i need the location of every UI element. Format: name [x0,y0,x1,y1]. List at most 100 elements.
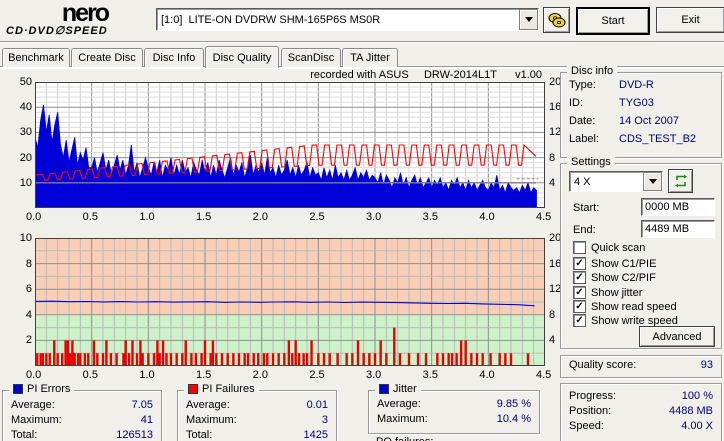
stat-label: Maximum: [377,413,428,425]
end-position-input[interactable] [641,220,715,238]
axis-tick-label: 1.0 [139,211,155,223]
exit-button[interactable]: Exit [656,7,724,33]
stat-label: Maximum: [11,414,62,426]
disc-info-value: CDS_TEST_B2 [619,133,697,145]
axis-tick-label: 0.5 [82,369,98,381]
pi-errors-panel-legend: PI Errors [9,383,75,395]
checkbox-show-c1-pie[interactable]: ✓ Show C1/PIE [573,257,656,270]
axis-tick-label: 50 [19,76,32,88]
axis-tick-label: 10 [19,176,32,189]
checkbox-show-jitter[interactable]: ✓ Show jitter [573,286,642,299]
checkbox-label: Show C1/PIE [591,257,657,270]
stat-row: Average: 0.01 [186,399,328,411]
axis-tick-label: 2.0 [252,211,268,223]
axis-tick-label: 2 [25,334,32,347]
axis-tick-label: 40 [19,101,32,114]
checkbox-label: Quick scan [591,241,646,254]
disc-tool-button[interactable] [543,7,570,33]
tab-disc-quality[interactable]: Disc Quality [205,46,279,68]
stat-value: 7.05 [131,399,153,411]
axis-tick-label: 1.5 [196,369,212,381]
stat-value: 126513 [116,429,153,441]
tab-scandisc[interactable]: ScanDisc [281,48,341,67]
position-value: 4488 MB [668,405,713,417]
axis-tick-label: 2.5 [309,369,325,381]
disc-info-value: DVD-R [619,79,654,91]
axis-tick-label: 30 [19,126,32,139]
checkbox-icon [573,241,586,254]
start-button-label: Start [601,15,625,27]
checkbox-checked-icon: ✓ [573,300,586,313]
axis-tick-label: 1.0 [139,369,155,381]
progress-label: Progress: [569,390,617,402]
start-button[interactable]: Start [576,7,650,35]
end-position-label: End: [573,224,596,236]
axis-tick-label: 12 [549,283,562,296]
progress-row: Position: 4488 MB [569,405,713,417]
tab-label: ScanDisc [287,52,335,64]
axis-tick-label: 3.0 [366,369,382,381]
speed-label: Speed: [569,420,604,432]
checkbox-show-read-speed[interactable]: ✓ Show read speed [573,300,677,313]
stat-row: Maximum: 41 [11,414,153,426]
tab-label: Benchmark [8,52,64,64]
stat-label: Maximum: [186,414,237,426]
pi-errors-legend-swatch-icon [13,384,23,394]
chevron-down-icon [524,17,533,22]
stat-label: Total: [11,429,38,441]
chevron-down-icon [648,179,657,184]
scan-speed-dropdown-button[interactable] [643,172,662,191]
drive-select[interactable]: [1:0] LITE-ON DVDRW SHM-165P6S MS0R [156,8,539,31]
checkbox-show-write-speed[interactable]: ✓ Show write speed [573,314,678,327]
nero-logo-text: nero [61,0,110,27]
disc-info-value: TYG03 [619,97,654,109]
axis-tick-label: 20 [19,151,32,164]
stat-row: Maximum: 10.4 % [377,413,531,425]
stat-value: 3 [321,414,328,426]
advanced-button[interactable]: Advanced [639,326,715,347]
jitter-legend-swatch-icon [379,384,389,394]
axis-tick-label: 3.5 [422,211,438,223]
checkbox-checked-icon: ✓ [573,286,586,299]
axis-tick-label: 4.5 [536,369,552,381]
quality-score-label: Quality score: [569,359,637,371]
tab-disc-info[interactable]: Disc Info [144,48,204,67]
jitter-panel-title: Jitter [393,383,417,395]
refresh-button[interactable] [668,169,693,193]
tab-create-disc[interactable]: Create Disc [71,48,143,67]
jitter-pif-chart [35,238,545,366]
checkbox-show-c2-pif[interactable]: ✓ Show C2/PIF [573,271,656,284]
tab-label: Disc Info [152,52,196,64]
advanced-button-label: Advanced [652,330,702,343]
stat-label: Average: [186,399,230,411]
cd-dvd-speed-logo-text: CD·DVD∅SPEED [6,25,108,37]
tab-ta-jitter[interactable]: TA Jitter [342,48,398,67]
scan-speed-value: 4 X [574,175,591,188]
axis-tick-label: 8 [25,257,32,270]
axis-tick-label: 10 [19,232,32,244]
disc-info-value: 14 Oct 2007 [619,115,679,127]
axis-tick-label: 12 [549,126,562,139]
drive-select-value: [1:0] LITE-ON DVDRW SHM-165P6S MS0R [161,13,381,26]
checkbox-label: Show C2/PIF [591,271,656,284]
settings-panel-title: Settings [571,156,611,168]
po-failures-label: PO failures: [376,436,433,441]
pi-errors-panel: PI Errors Average: 7.05 Maximum: 41 Total:… [2,383,162,441]
axis-tick-label: 16 [549,257,562,270]
axis-tick-label: 4 [549,334,556,347]
axis-tick-label: 4.5 [536,211,552,223]
speed-value: 4.00 X [681,420,713,432]
axis-tick-label: 16 [549,101,562,114]
tab-benchmark[interactable]: Benchmark [2,48,70,67]
checkbox-quick-scan[interactable]: Quick scan [573,241,645,254]
checkbox-checked-icon: ✓ [573,271,586,284]
progress-panel: Progress: 100 % Position: 4488 MB Speed: 4.… [560,383,722,441]
settings-panel-title-wrap: Settings [567,156,615,168]
scan-speed-select[interactable]: 4 X [569,171,663,192]
checkbox-label: Show read speed [591,300,677,313]
drive-select-dropdown-button[interactable] [519,9,538,30]
jitter-pif-chart-svg [35,238,545,366]
start-position-input[interactable] [641,198,715,216]
disc-info-label: ID: [569,97,584,109]
tab-label: Disc Quality [212,51,272,64]
